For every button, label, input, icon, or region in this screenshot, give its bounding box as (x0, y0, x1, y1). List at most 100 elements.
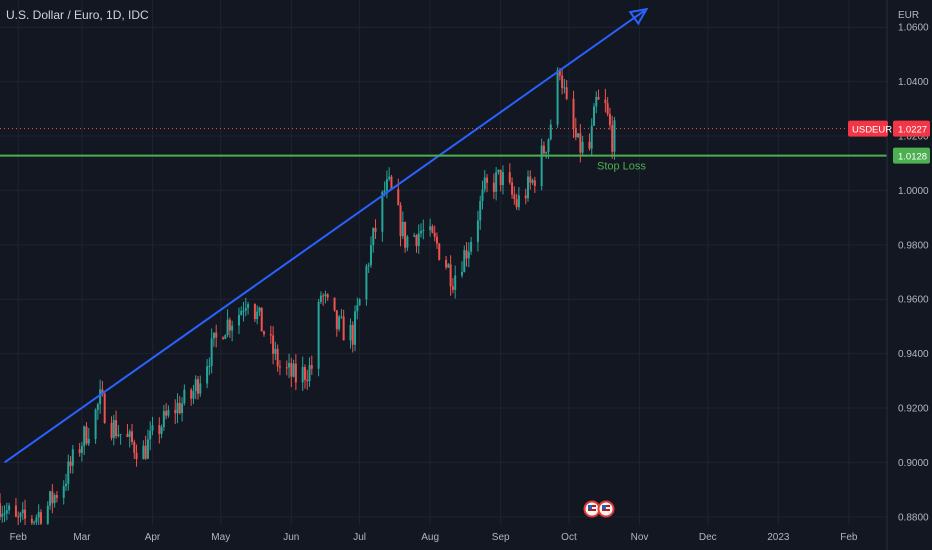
candle (470, 237, 473, 255)
candle (53, 493, 56, 508)
candle (465, 242, 468, 267)
candle (228, 317, 231, 338)
candle (404, 221, 407, 253)
candle (294, 354, 297, 391)
candle (78, 442, 81, 457)
candle (399, 202, 402, 247)
candle (556, 67, 559, 128)
eu-flag-event-marker-icon[interactable] (597, 500, 615, 518)
candle (112, 414, 115, 446)
time-tick-label: Jun (283, 532, 299, 543)
candle (8, 502, 11, 515)
candle (445, 256, 448, 270)
candle (401, 211, 404, 240)
candle (14, 497, 17, 518)
candle (165, 403, 168, 420)
candle (369, 236, 372, 268)
candle (326, 293, 329, 301)
candle (508, 163, 511, 185)
candle (333, 297, 336, 312)
candle (308, 357, 311, 387)
candle (397, 178, 400, 206)
candle (276, 344, 279, 372)
candle (272, 326, 275, 365)
candle (613, 116, 616, 160)
candle (515, 193, 518, 210)
candle (151, 416, 154, 436)
price-tick-label: 0.9400 (898, 349, 929, 360)
candle (178, 395, 181, 415)
candle (542, 141, 545, 155)
candle (290, 357, 293, 388)
candle (533, 176, 536, 193)
symbol-price-tag: USDEUR (848, 120, 892, 137)
candle (511, 177, 514, 199)
chart-title: U.S. Dollar / Euro, 1D, IDC (6, 8, 149, 22)
symbol-name: USDEUR (852, 125, 892, 136)
candle (324, 290, 327, 304)
candle (87, 428, 90, 447)
currency-label: EUR (898, 10, 919, 21)
candle (285, 360, 288, 376)
candle (531, 178, 534, 185)
candle (222, 336, 225, 340)
candle (126, 423, 129, 438)
time-tick-label: Dec (699, 532, 717, 543)
candle (358, 298, 361, 306)
candle (572, 90, 575, 138)
candle (435, 232, 438, 249)
candle (224, 334, 227, 340)
current-price-value: 1.0227 (898, 125, 927, 136)
candle (342, 309, 345, 341)
candle (96, 402, 99, 420)
candle (80, 441, 83, 462)
stop-loss-value: 1.0128 (898, 152, 927, 163)
price-axis-labels: 1.0600 1.0400 1.0200 1.0000 0.9800 0.9600 0.94… (898, 23, 929, 524)
candle (197, 376, 199, 400)
candle (288, 353, 291, 379)
current-price-badge: 1.0227 (893, 120, 930, 137)
stop-loss-label: Stop Loss (597, 161, 646, 173)
candle (351, 321, 354, 353)
candle (181, 397, 184, 422)
time-tick-label: Apr (145, 532, 161, 543)
candle (388, 167, 391, 182)
candle (524, 188, 527, 205)
candle (128, 429, 131, 448)
candle (372, 227, 375, 253)
candle (356, 297, 359, 320)
candle (176, 393, 179, 424)
price-tick-label: 1.0600 (898, 23, 929, 34)
price-tick-label: 0.8800 (898, 512, 929, 523)
candle (162, 405, 165, 431)
candle (292, 359, 295, 378)
price-tick-label: 0.9600 (898, 295, 929, 306)
trendline[interactable] (3, 10, 645, 464)
candle (527, 170, 529, 202)
candle (67, 454, 70, 491)
candle (593, 103, 595, 127)
price-axis (887, 0, 932, 550)
candle (481, 180, 484, 210)
candle (260, 307, 263, 332)
trendline-arrowhead-icon (628, 7, 649, 26)
us-flag-event-marker-icon[interactable] (583, 500, 601, 518)
candle (301, 356, 304, 391)
candle (422, 219, 425, 240)
candle (258, 306, 261, 317)
candle (247, 301, 250, 315)
candle (263, 330, 265, 337)
candle (590, 118, 593, 155)
candle (94, 408, 97, 444)
candle (306, 369, 309, 390)
candle (406, 235, 409, 252)
candle (495, 167, 498, 201)
candle (335, 310, 338, 337)
candle (561, 68, 564, 95)
candle (17, 511, 20, 527)
candle (322, 293, 325, 306)
candle (517, 186, 520, 211)
candle (37, 504, 40, 528)
candle (486, 174, 489, 193)
